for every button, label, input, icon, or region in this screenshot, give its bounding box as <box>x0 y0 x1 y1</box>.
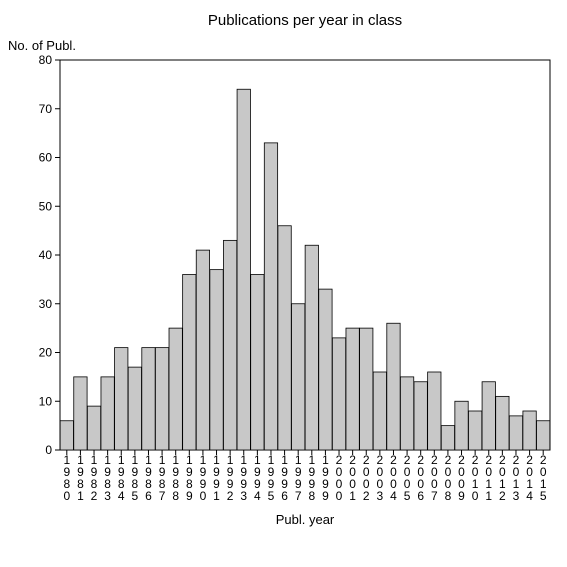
bar <box>509 416 522 450</box>
y-tick-label: 30 <box>39 297 53 311</box>
x-tick-label: 1984 <box>118 453 125 503</box>
x-tick-label: 1993 <box>240 453 247 503</box>
bar <box>373 372 386 450</box>
x-tick-label: 1990 <box>200 453 207 503</box>
bar <box>537 421 550 450</box>
y-tick-label: 20 <box>39 346 53 360</box>
bar <box>360 328 373 450</box>
y-tick-label: 80 <box>39 53 53 67</box>
bar <box>332 338 345 450</box>
x-tick-label: 2011 <box>485 453 492 503</box>
bar <box>292 304 305 450</box>
y-tick-label: 0 <box>45 443 52 457</box>
x-tick-label: 1999 <box>322 453 329 503</box>
x-tick-label: 1988 <box>172 453 179 503</box>
x-tick-label: 2012 <box>499 453 506 503</box>
x-tick-label: 1989 <box>186 453 193 503</box>
x-tick-label: 1983 <box>104 453 111 503</box>
bar <box>74 377 87 450</box>
x-tick-label: 2010 <box>472 453 479 503</box>
x-tick-label: 1997 <box>295 453 302 503</box>
x-tick-label: 2004 <box>390 453 397 503</box>
bar <box>251 275 264 451</box>
x-tick-label: 1996 <box>281 453 288 503</box>
x-tick-label: 1981 <box>77 453 84 503</box>
bar <box>264 143 277 450</box>
y-tick-label: 70 <box>39 102 53 116</box>
x-tick-label: 2005 <box>404 453 411 503</box>
bar <box>210 270 223 450</box>
bar <box>101 377 114 450</box>
bar <box>305 245 318 450</box>
y-axis-label: No. of Publ. <box>8 38 76 53</box>
x-tick-label: 2014 <box>526 453 533 503</box>
bar <box>237 89 250 450</box>
bar <box>142 348 155 450</box>
x-tick-label: 1991 <box>213 453 220 503</box>
bar <box>428 372 441 450</box>
bar <box>87 406 100 450</box>
publications-bar-chart: Publications per year in class No. of Pub… <box>0 0 567 567</box>
bar <box>346 328 359 450</box>
x-tick-label: 1982 <box>91 453 98 503</box>
x-tick-label: 1995 <box>268 453 275 503</box>
x-axis-label: Publ. year <box>276 512 335 527</box>
bar <box>319 289 332 450</box>
y-tick-label: 40 <box>39 248 53 262</box>
y-tick-label: 10 <box>39 394 53 408</box>
bar <box>223 240 236 450</box>
x-tick-label: 2013 <box>513 453 520 503</box>
x-tick-label: 2015 <box>540 453 547 503</box>
x-tick-label: 1986 <box>145 453 152 503</box>
bar <box>468 411 481 450</box>
x-tick-label: 2000 <box>336 453 343 503</box>
x-tick-label: 2009 <box>458 453 465 503</box>
bar <box>441 426 454 450</box>
bar <box>155 348 168 450</box>
y-tick-label: 50 <box>39 199 53 213</box>
x-tick-label: 2006 <box>417 453 424 503</box>
bar <box>387 323 400 450</box>
x-tick-label: 2003 <box>377 453 384 503</box>
x-tick-label: 1987 <box>159 453 166 503</box>
x-tick-label: 1998 <box>308 453 315 503</box>
y-tick-label: 60 <box>39 151 53 165</box>
bar <box>183 275 196 451</box>
x-tick-label: 1985 <box>132 453 139 503</box>
x-tick-label: 1980 <box>63 453 70 503</box>
bar <box>115 348 128 450</box>
chart-title: Publications per year in class <box>208 12 402 29</box>
bar <box>400 377 413 450</box>
x-tick-label: 2008 <box>445 453 452 503</box>
bar <box>169 328 182 450</box>
x-tick-label: 2007 <box>431 453 438 503</box>
x-tick-label: 2001 <box>349 453 356 503</box>
bar <box>523 411 536 450</box>
bar <box>496 396 509 450</box>
bar <box>414 382 427 450</box>
x-tick-label: 2002 <box>363 453 370 503</box>
bar <box>455 401 468 450</box>
chart-svg: Publications per year in class No. of Pub… <box>0 0 567 567</box>
x-tick-label: 1994 <box>254 453 261 503</box>
bar <box>278 226 291 450</box>
bar <box>128 367 141 450</box>
x-tick-label: 1992 <box>227 453 234 503</box>
bar <box>482 382 495 450</box>
bar <box>196 250 209 450</box>
bar <box>60 421 73 450</box>
